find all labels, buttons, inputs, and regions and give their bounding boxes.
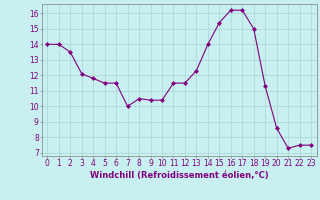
X-axis label: Windchill (Refroidissement éolien,°C): Windchill (Refroidissement éolien,°C) xyxy=(90,171,268,180)
